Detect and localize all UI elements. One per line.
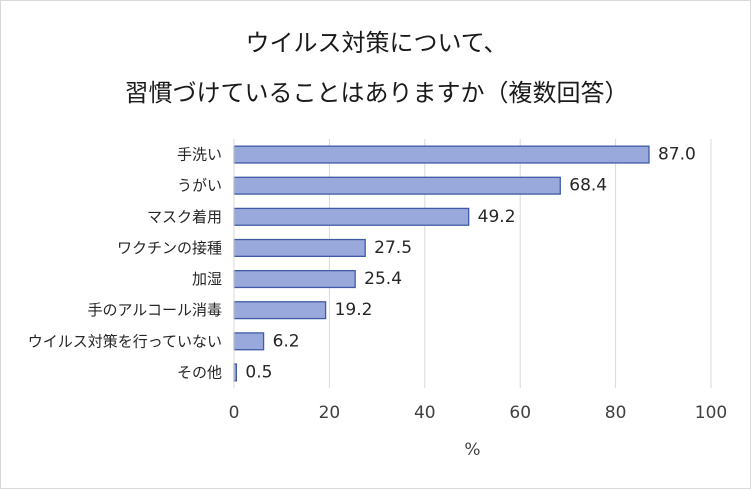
category-label-3: ワクチンの接種: [117, 239, 222, 257]
category-label-7: その他: [177, 363, 222, 381]
x-tick-label-1: 20: [319, 403, 341, 423]
value-label-0: 87.0: [658, 145, 696, 165]
bar-4: [233, 270, 356, 289]
x-tick-label-3: 60: [509, 403, 531, 423]
x-tick-label-0: 0: [229, 403, 240, 423]
value-label-2: 49.2: [478, 207, 516, 227]
value-label-5: 19.2: [335, 300, 373, 320]
x-tick-label-5: 100: [695, 403, 727, 423]
category-label-4: 加湿: [192, 270, 222, 288]
category-label-1: うがい: [177, 177, 222, 195]
x-tick-label-4: 80: [605, 403, 627, 423]
category-label-0: 手洗い: [177, 146, 222, 164]
bar-1: [233, 176, 561, 195]
value-label-6: 6.2: [273, 331, 300, 351]
x-tick-label-2: 40: [414, 403, 436, 423]
value-label-7: 0.5: [245, 362, 272, 382]
category-label-2: マスク着用: [147, 208, 222, 226]
bar-3: [233, 238, 366, 257]
value-label-1: 68.4: [569, 176, 607, 196]
value-label-3: 27.5: [374, 238, 412, 258]
value-label-4: 25.4: [364, 269, 402, 289]
chart-title-line-1: ウイルス対策について、: [245, 29, 508, 57]
bar-6: [233, 332, 265, 351]
bar-5: [233, 301, 327, 320]
bar-2: [233, 207, 470, 226]
x-axis-title: %: [464, 440, 480, 460]
category-label-5: 手のアルコール消毒: [87, 301, 222, 319]
chart-title-line-2: 習慣づけていることはありますか（複数回答）: [124, 79, 629, 107]
bar-0: [233, 145, 650, 164]
category-label-6: ウイルス対策を行っていない: [28, 332, 222, 350]
